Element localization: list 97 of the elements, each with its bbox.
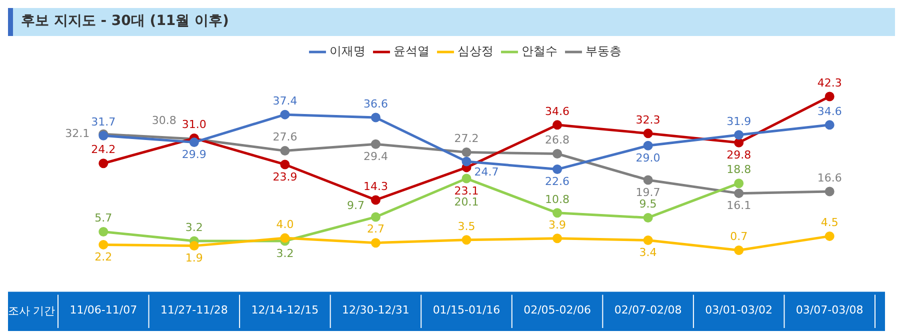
data-label: 30.8	[152, 114, 176, 127]
x-tick-label: 03/07-03/08	[796, 303, 864, 316]
data-label: 0.7	[730, 230, 748, 244]
data-label: 26.8	[545, 134, 570, 147]
point	[552, 120, 562, 130]
point	[552, 149, 562, 159]
point	[370, 212, 380, 222]
data-label: 24.7	[474, 165, 499, 178]
point	[824, 231, 834, 241]
point	[280, 160, 290, 170]
data-label: 3.5	[458, 220, 476, 233]
data-label: 18.8	[726, 163, 752, 176]
point	[370, 195, 380, 205]
x-tick-label: 12/14-12/15	[251, 303, 319, 316]
point	[552, 234, 562, 244]
point	[462, 235, 472, 245]
data-label: 3.2	[185, 220, 203, 234]
data-label: 23.1	[454, 184, 479, 198]
point	[643, 236, 653, 246]
data-label: 36.6	[363, 97, 388, 110]
point	[552, 208, 562, 218]
chart-title: 후보 지지도 - 30대 (11월 이후)	[8, 8, 895, 36]
x-axis-title: 조사 기간	[8, 304, 56, 318]
data-label: 29.9	[182, 148, 206, 162]
data-label: 31.7	[91, 116, 116, 129]
point	[462, 156, 472, 166]
point	[98, 240, 108, 250]
x-tick-label: 11/06-11/07	[70, 303, 138, 316]
data-label: 29.4	[363, 150, 388, 164]
data-label: 9.7	[346, 198, 364, 212]
data-label: 5.7	[94, 212, 112, 225]
x-tick-label: 11/27-11/28	[160, 303, 228, 316]
data-label: 27.2	[454, 132, 479, 146]
data-label: 14.3	[363, 180, 388, 193]
data-label: 23.9	[272, 170, 298, 184]
x-tick-label: 02/07-02/08	[614, 303, 682, 316]
legend-label: 심상정	[458, 44, 494, 58]
legend-label: 부동층	[586, 44, 622, 58]
point	[734, 138, 744, 148]
data-label: 29.8	[726, 148, 752, 162]
legend-label: 이재명	[330, 44, 366, 58]
data-label: 16.6	[817, 171, 842, 184]
point	[462, 148, 472, 158]
x-tick-label: 03/01-03/02	[705, 303, 773, 316]
point	[370, 238, 380, 248]
data-label: 34.6	[545, 104, 570, 118]
point	[824, 186, 834, 196]
point	[643, 140, 653, 150]
data-label: 9.5	[639, 198, 657, 211]
point	[280, 233, 290, 243]
point	[734, 188, 744, 198]
point	[98, 158, 108, 168]
point	[552, 164, 562, 174]
data-label: 31.9	[726, 114, 752, 128]
data-label: 22.6	[545, 175, 570, 188]
legend-label: 윤석열	[394, 44, 430, 58]
point	[370, 112, 380, 122]
point	[280, 110, 290, 120]
data-label: 2.7	[366, 222, 384, 236]
data-label: 32.1	[65, 127, 90, 140]
point	[643, 128, 653, 138]
data-label: 27.6	[272, 130, 298, 144]
x-tick-label: 01/15-01/16	[432, 303, 500, 316]
data-label: 20.1	[454, 195, 479, 208]
point	[643, 212, 653, 222]
point	[370, 139, 380, 149]
data-label: 37.4	[272, 94, 298, 108]
data-label: 29.0	[636, 151, 660, 164]
data-label: 1.9	[185, 252, 203, 265]
data-label: 4.5	[820, 216, 838, 230]
data-label: 3.4	[639, 246, 657, 260]
point	[280, 146, 290, 156]
data-label: 10.8	[545, 192, 570, 206]
point	[643, 175, 653, 185]
data-label: 2.2	[94, 250, 112, 264]
point	[189, 241, 199, 251]
data-label: 31.0	[182, 118, 206, 132]
x-tick-label: 02/05-02/06	[524, 303, 591, 316]
data-label: 16.1	[726, 199, 752, 212]
data-label: 32.3	[636, 113, 660, 126]
data-label: 42.3	[817, 76, 842, 90]
point	[734, 245, 744, 255]
point	[824, 120, 834, 130]
data-label: 24.2	[91, 143, 116, 156]
legend-label: 안철수	[522, 44, 558, 58]
point	[98, 227, 108, 237]
data-label: 3.2	[276, 246, 294, 260]
data-label: 19.7	[636, 186, 660, 199]
x-tick-label: 12/30-12/31	[342, 303, 410, 316]
point	[734, 178, 744, 188]
point	[189, 138, 199, 148]
point	[734, 130, 744, 140]
data-label: 3.9	[548, 218, 566, 232]
data-label: 4.0	[276, 218, 294, 231]
point	[462, 174, 472, 184]
point	[824, 92, 834, 102]
data-label: 34.6	[817, 104, 842, 118]
